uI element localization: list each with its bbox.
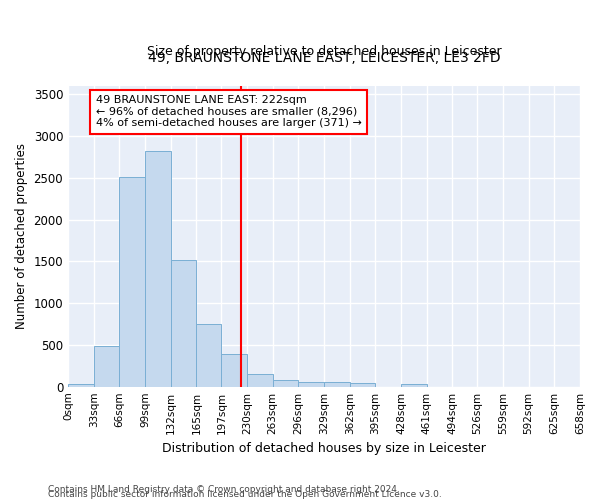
Bar — [119, 177, 145, 386]
Title: Size of property relative to detached houses in Leicester: Size of property relative to detached ho… — [147, 46, 502, 59]
X-axis label: Distribution of detached houses by size in Leicester: Distribution of detached houses by size … — [162, 442, 486, 455]
Bar — [94, 346, 119, 387]
Text: 49 BRAUNSTONE LANE EAST: 222sqm
← 96% of detached houses are smaller (8,296)
4% : 49 BRAUNSTONE LANE EAST: 222sqm ← 96% of… — [96, 95, 362, 128]
Bar — [401, 384, 427, 386]
Text: Contains public sector information licensed under the Open Government Licence v3: Contains public sector information licen… — [48, 490, 442, 499]
Bar — [324, 382, 350, 386]
Bar — [350, 384, 376, 386]
Bar — [247, 374, 272, 386]
Bar — [68, 384, 94, 386]
Bar — [145, 151, 171, 386]
Bar — [221, 354, 247, 386]
Bar — [171, 260, 196, 386]
Y-axis label: Number of detached properties: Number of detached properties — [15, 144, 28, 330]
Text: 49, BRAUNSTONE LANE EAST, LEICESTER, LE3 2FD: 49, BRAUNSTONE LANE EAST, LEICESTER, LE3… — [148, 51, 500, 65]
Text: Contains HM Land Registry data © Crown copyright and database right 2024.: Contains HM Land Registry data © Crown c… — [48, 484, 400, 494]
Bar — [298, 382, 324, 386]
Bar — [272, 380, 298, 386]
Bar — [196, 324, 221, 386]
